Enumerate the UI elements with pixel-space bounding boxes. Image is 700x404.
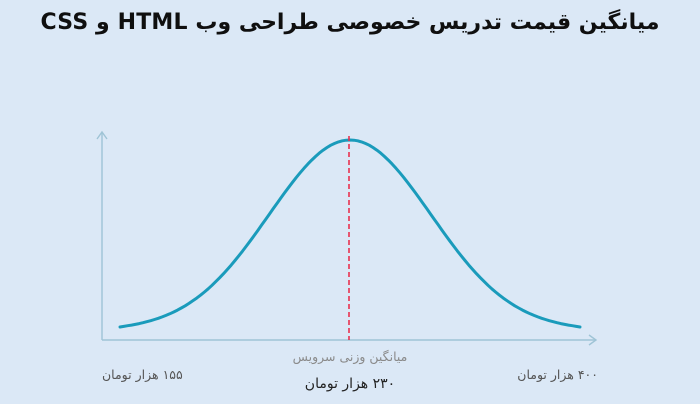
weighted-average-value: ۲۳۰ هزار تومان	[304, 376, 396, 392]
y-axis-arrow	[96, 130, 108, 140]
max-price-label: ۴۰۰ هزار تومان	[517, 367, 598, 382]
distribution-curve	[118, 138, 582, 329]
chart-title: میانگین قیمت تدریس خصوصی طراحی وب HTML و…	[40, 10, 660, 35]
x-axis-arrow	[588, 334, 598, 346]
min-price-label: ۱۵۵ هزار تومان	[102, 367, 183, 382]
weighted-average-caption: میانگین وزنی سرویس	[292, 349, 408, 364]
